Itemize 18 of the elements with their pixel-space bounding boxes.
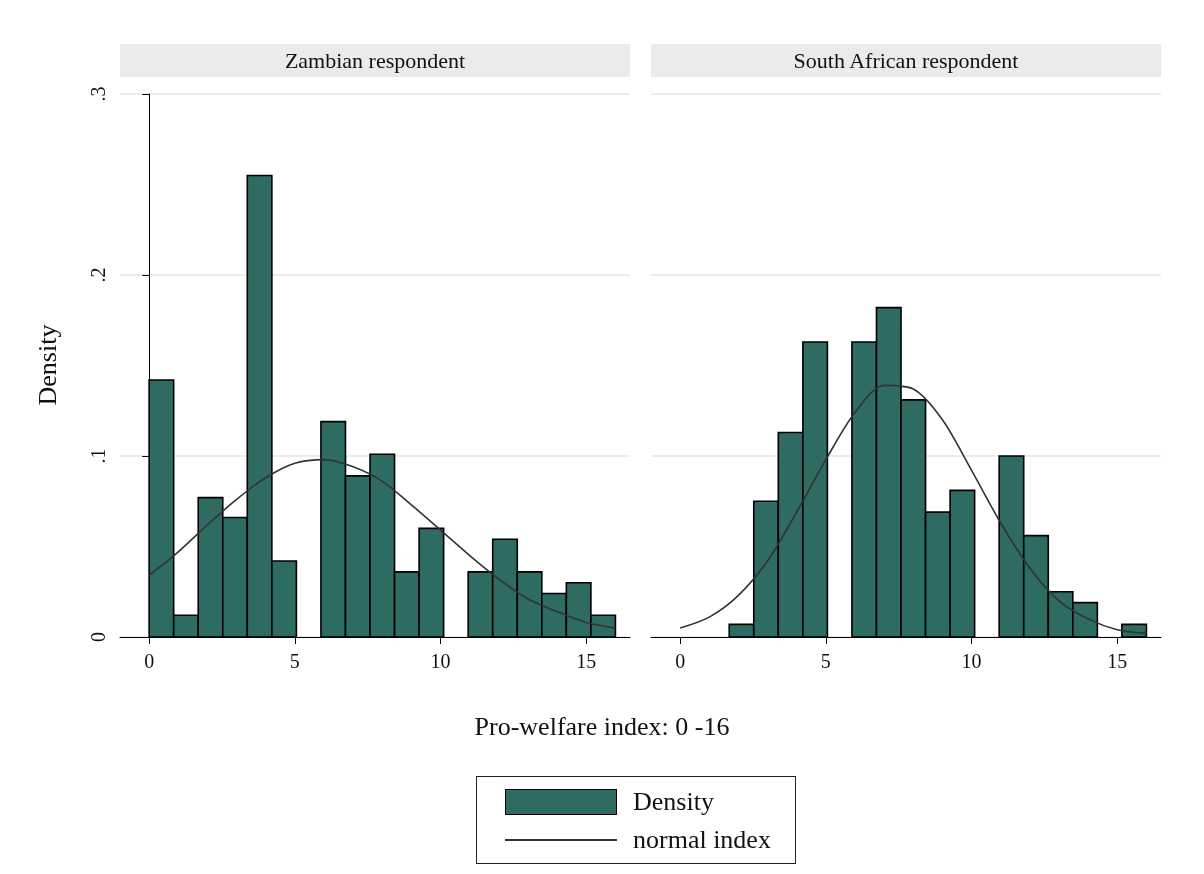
x-axis-title: Pro-welfare index: 0 -16 [473,712,731,742]
legend-label: Density [633,787,714,817]
chart-title: South African respondent [651,44,1161,77]
legend-label: normal index [633,825,771,855]
y-tick-label: .1 [87,448,109,464]
x-tick-label: 10 [961,650,982,672]
y-tick-label: .2 [87,267,109,283]
y-axis-title: Density [33,324,63,406]
x-tick-label: 5 [289,650,300,672]
x-tick-label: 0 [144,650,155,672]
y-tick-label: .3 [87,86,109,102]
x-tick-label: 15 [1107,650,1128,672]
y-tick-label: 0 [87,632,109,642]
chart-title: Zambian respondent [120,44,630,77]
x-tick-label: 5 [820,650,831,672]
x-tick-label: 10 [430,650,451,672]
x-tick-label: 15 [576,650,597,672]
x-tick-label: 0 [675,650,686,672]
